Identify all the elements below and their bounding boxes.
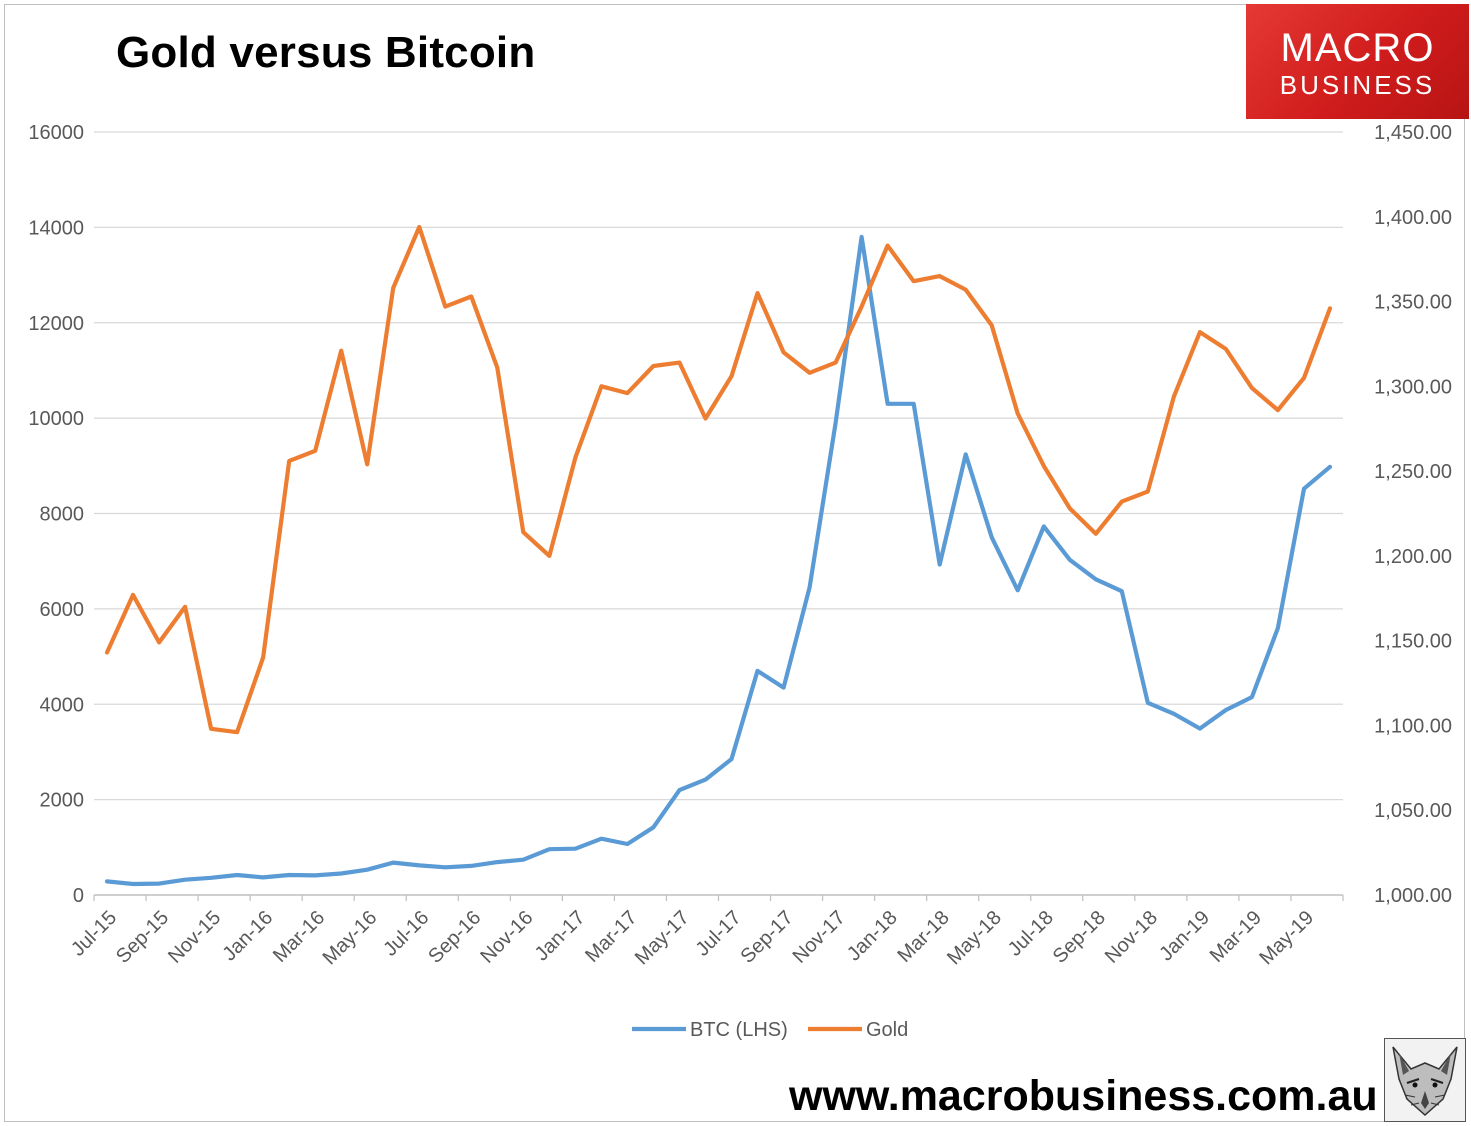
right-tick-label: 1,150.00 bbox=[1374, 631, 1452, 653]
chart-frame bbox=[4, 4, 1465, 1122]
x-tick-label: Sep-17 bbox=[737, 907, 798, 968]
series-lines bbox=[104, 224, 1333, 887]
chart-title: Gold versus Bitcoin bbox=[116, 28, 536, 77]
x-tick-label: Nov-16 bbox=[476, 907, 537, 968]
right-tick-label: 1,350.00 bbox=[1374, 292, 1452, 314]
x-tick-label: Sep-15 bbox=[112, 907, 173, 968]
x-tick-label: May-18 bbox=[943, 907, 1006, 970]
x-tick-label: May-16 bbox=[319, 907, 382, 970]
x-tick-label: Nov-18 bbox=[1101, 907, 1162, 968]
right-tick-label: 1,000.00 bbox=[1374, 885, 1452, 907]
right-tick-label: 1,450.00 bbox=[1374, 122, 1452, 144]
series-line-gold bbox=[104, 224, 1333, 735]
right-axis: 1,000.00 1,050.00 1,100.00 1,150.00 1,200.00… bbox=[1374, 122, 1452, 907]
x-tick-label: Jan-19 bbox=[1155, 907, 1214, 966]
right-tick-label: 1,100.00 bbox=[1374, 715, 1452, 737]
x-tick-label: Mar-16 bbox=[269, 907, 329, 967]
x-tick-label: Mar-18 bbox=[893, 907, 953, 967]
x-tick-label: Mar-19 bbox=[1206, 907, 1266, 967]
left-tick-label: 4000 bbox=[40, 694, 85, 716]
left-tick-label: 14000 bbox=[28, 217, 84, 239]
logo-line-business: BUSINESS bbox=[1279, 70, 1436, 100]
right-tick-label: 1,050.00 bbox=[1374, 800, 1452, 822]
x-tick-label: Jan-17 bbox=[531, 907, 590, 966]
series-line-btc-lhs bbox=[104, 234, 1333, 887]
left-tick-label: 2000 bbox=[40, 790, 85, 812]
right-tick-label: 1,250.00 bbox=[1374, 461, 1452, 483]
x-tick-label: Jan-18 bbox=[843, 907, 902, 966]
x-axis: Jul-15Sep-15Nov-15Jan-16Mar-16May-16Jul-… bbox=[67, 894, 1344, 970]
legend: BTC (LHS) Gold bbox=[632, 1019, 908, 1041]
legend-label-gold: Gold bbox=[866, 1019, 908, 1041]
left-axis: 0 2000 4000 6000 8000 10000 12000 14000 16000 bbox=[28, 122, 84, 907]
right-tick-label: 1,200.00 bbox=[1374, 546, 1452, 568]
gridlines bbox=[94, 131, 1343, 801]
x-tick-label: May-17 bbox=[631, 907, 694, 970]
x-tick-label: May-19 bbox=[1255, 907, 1318, 970]
x-tick-label: Mar-17 bbox=[581, 907, 641, 967]
legend-label-btc-lhs: BTC (LHS) bbox=[690, 1019, 788, 1041]
left-tick-label: 0 bbox=[73, 885, 84, 907]
left-tick-label: 12000 bbox=[28, 313, 84, 335]
left-tick-label: 6000 bbox=[40, 599, 85, 621]
x-tick-label: Sep-18 bbox=[1049, 907, 1110, 968]
left-tick-label: 8000 bbox=[40, 504, 85, 526]
website-url[interactable]: www.macrobusiness.com.au bbox=[789, 1072, 1378, 1120]
macrobusiness-logo[interactable]: MACRO BUSINESS bbox=[1246, 4, 1469, 119]
x-tick-label: Jan-16 bbox=[218, 907, 277, 966]
left-tick-label: 10000 bbox=[28, 408, 84, 430]
fox-head-icon bbox=[1384, 1038, 1466, 1122]
x-tick-label: Nov-17 bbox=[789, 907, 850, 968]
right-tick-label: 1,300.00 bbox=[1374, 376, 1452, 398]
logo-line-macro: MACRO bbox=[1280, 26, 1435, 70]
x-tick-label: Nov-15 bbox=[164, 907, 225, 968]
right-tick-label: 1,400.00 bbox=[1374, 207, 1452, 229]
left-tick-label: 16000 bbox=[28, 122, 84, 144]
x-tick-label: Sep-16 bbox=[424, 907, 485, 968]
